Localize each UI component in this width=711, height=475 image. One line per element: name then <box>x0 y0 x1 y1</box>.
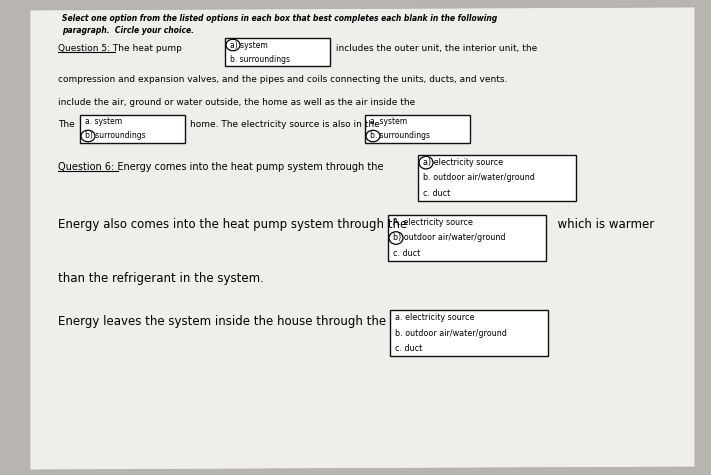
Polygon shape <box>30 7 695 470</box>
Text: compression and expansion valves, and the pipes and coils connecting the units, : compression and expansion valves, and th… <box>58 75 508 84</box>
Text: b) outdoor air/water/ground: b) outdoor air/water/ground <box>393 234 506 243</box>
FancyBboxPatch shape <box>365 115 470 143</box>
Text: A. electricity source: A. electricity source <box>393 218 473 227</box>
Text: a) system: a) system <box>230 40 268 49</box>
FancyBboxPatch shape <box>80 115 185 143</box>
Text: Energy also comes into the heat pump system through the: Energy also comes into the heat pump sys… <box>58 218 407 231</box>
FancyBboxPatch shape <box>390 310 548 356</box>
Text: b. outdoor air/water/ground: b. outdoor air/water/ground <box>423 173 535 182</box>
Text: Select one option from the listed options in each box that best completes each b: Select one option from the listed option… <box>62 14 497 23</box>
Text: Question 5: The heat pump: Question 5: The heat pump <box>58 44 182 53</box>
Text: a. system: a. system <box>85 117 122 126</box>
Text: a. electricity source: a. electricity source <box>395 313 474 322</box>
Text: c. duct: c. duct <box>423 189 450 198</box>
Text: c. duct: c. duct <box>393 249 420 258</box>
Text: home. The electricity source is also in the: home. The electricity source is also in … <box>190 120 380 129</box>
FancyBboxPatch shape <box>225 38 330 66</box>
FancyBboxPatch shape <box>418 155 576 201</box>
Text: than the refrigerant in the system.: than the refrigerant in the system. <box>58 272 264 285</box>
Text: Question 6: Energy comes into the heat pump system through the: Question 6: Energy comes into the heat p… <box>58 162 383 172</box>
Text: a) electricity source: a) electricity source <box>423 158 503 167</box>
Text: which is warmer: which is warmer <box>550 218 654 231</box>
Text: b) surroundings: b) surroundings <box>85 132 146 141</box>
Text: a. system: a. system <box>370 117 407 126</box>
Text: The: The <box>58 120 75 129</box>
FancyBboxPatch shape <box>388 215 546 261</box>
Text: Energy leaves the system inside the house through the: Energy leaves the system inside the hous… <box>58 315 386 328</box>
Text: paragraph.  Circle your choice.: paragraph. Circle your choice. <box>62 26 194 35</box>
Text: b. surroundings: b. surroundings <box>230 55 290 64</box>
Text: c. duct: c. duct <box>395 344 422 353</box>
Text: includes the outer unit, the interior unit, the: includes the outer unit, the interior un… <box>333 44 538 53</box>
Text: include the air, ground or water outside, the home as well as the air inside the: include the air, ground or water outside… <box>58 98 415 107</box>
Text: b. outdoor air/water/ground: b. outdoor air/water/ground <box>395 329 507 338</box>
Text: b. surroundings: b. surroundings <box>370 132 430 141</box>
